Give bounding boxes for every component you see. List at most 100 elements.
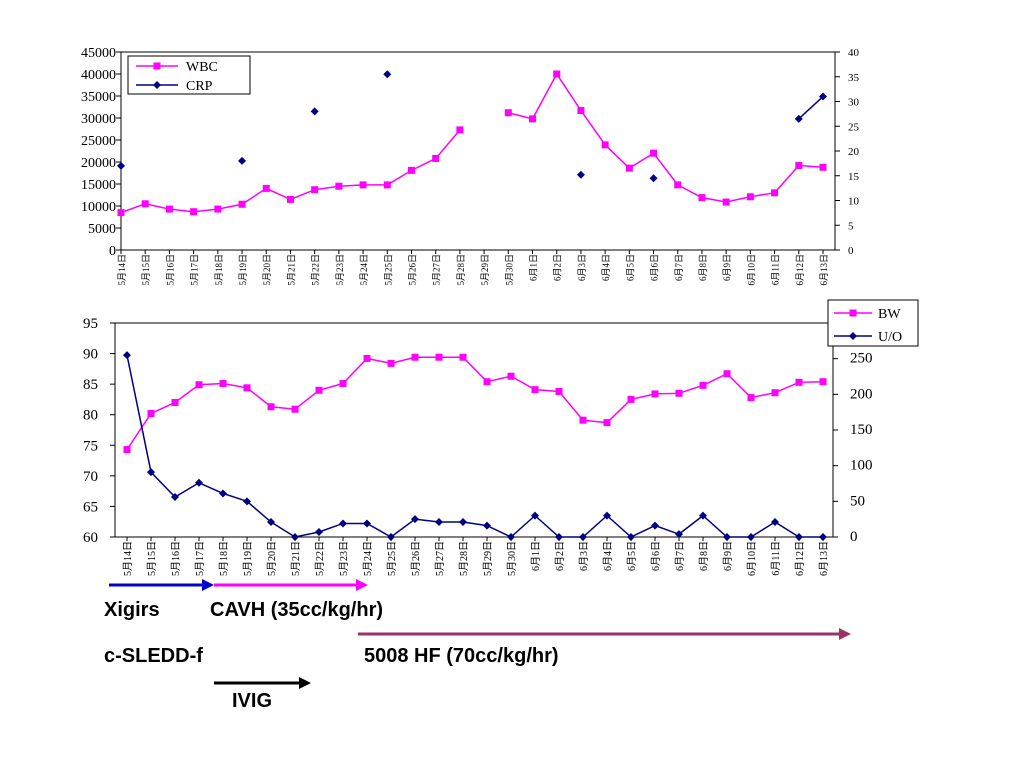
c2-uo-point [339,519,347,528]
c1-x-tick-label: 6月5日 [625,254,635,281]
c1-crp-point [238,156,247,165]
c2-bw-point [363,354,371,362]
c2-uo-point [171,493,179,502]
c1-left-tick-label: 10000 [81,200,116,215]
c2-uo-point [195,478,203,487]
c2-uo-point [603,511,611,520]
c2-uo-point [795,533,803,541]
c1-right-tick-label: 20 [848,146,860,158]
legend-wbc-label: WBC [186,60,218,75]
c2-uo-point [723,533,731,541]
c2-uo-point [627,533,635,541]
chart2-legend-box [827,299,919,347]
chart2-legend: BW U/O [827,299,919,347]
c2-bw-point [123,446,131,454]
c2-x-tick-label: 6月7日 [674,541,686,571]
c2-right-tick-label: 150 [850,422,873,438]
c1-crp-point [819,92,827,101]
c1-wbc-point [771,189,779,197]
c1-wbc-point [601,141,609,149]
chart1-series [117,70,827,217]
c2-x-tick-label: 6月2日 [554,541,566,571]
xigirs-label: Xigirs [104,599,160,621]
c2-x-tick-label: 5月25日 [386,541,398,576]
c2-bw-line [126,356,824,450]
c1-wbc-point [456,126,464,134]
legend-crp-label: CRP [186,79,213,94]
c1-wbc-point [722,198,730,206]
c2-left-tick-label: 60 [83,530,98,546]
c1-wbc-point [117,209,125,217]
c1-crp-point [383,70,392,79]
c1-crp-point [117,161,125,170]
chart2-series [123,351,827,541]
c2-bw-point [291,405,299,413]
c1-x-tick-label: 5月17日 [190,254,200,286]
c2-bw-point [795,378,803,386]
c1-right-tick-label: 30 [848,97,860,109]
chart2-x-tick-labels: 5月14日 5月15日 5月16日 5月17日 5月18日 5月19日 5月20日 5月21日… [122,537,830,576]
c1-left-tick-label: 0 [109,244,116,259]
c2-bw-point [651,390,659,398]
c2-bw-point [267,403,275,411]
chart1-x-tick-labels: 5月14日 5月15日 5月16日 5月17日 5月18日 5月19日 5月20日 5月21日… [117,250,829,286]
wbc-crp-chart: 0 5000 10000 15000 20000 25000 30000 35000 40000… [81,46,860,286]
c2-bw-point [459,353,467,361]
c1-wbc-point [795,162,803,170]
c1-x-tick-label: 6月3日 [577,254,587,281]
c2-bw-point [483,378,491,386]
ivig-arrowhead [299,677,311,689]
c2-right-tick-label: 50 [850,493,865,509]
c1-left-tick-label: 25000 [81,134,116,149]
c1-wbc-point [383,181,391,189]
c1-x-tick-label: 5月23日 [335,254,345,286]
c1-x-tick-label: 5月26日 [407,254,417,286]
c1-left-tick-label: 20000 [81,156,116,171]
c1-wbc-point [674,181,682,189]
c2-bw-point [243,384,251,392]
c2-bw-point [195,381,203,389]
c2-x-tick-label: 6月8日 [698,541,710,571]
legend-bw-marker [849,309,857,317]
c2-x-tick-label: 5月27日 [434,541,446,576]
c1-x-tick-label: 5月18日 [214,254,224,286]
c1-wbc-point [698,194,706,202]
c2-bw-point [603,419,611,427]
c2-bw-point [723,370,731,378]
c2-uo-point [315,528,323,537]
c2-bw-point [171,398,179,406]
chart1-axes: 0 5000 10000 15000 20000 25000 30000 35000 40000… [81,46,860,259]
c2-uo-point [507,533,515,541]
c1-wbc-line [508,72,824,203]
c2-uo-point [219,489,227,498]
c2-bw-point [411,353,419,361]
c1-x-tick-label: 5月30日 [504,254,514,286]
c1-wbc-point [335,182,343,190]
c2-right-tick-label: 100 [850,458,873,474]
c1-wbc-point [311,186,319,194]
c1-x-tick-label: 5月27日 [432,254,442,286]
c2-uo-point [555,533,563,541]
c2-x-tick-label: 6月11日 [770,541,782,576]
c1-x-tick-label: 5月22日 [311,254,321,286]
c1-x-tick-label: 5月21日 [286,254,296,286]
c2-bw-point [147,409,155,417]
c2-x-tick-label: 5月17日 [194,541,206,576]
c1-left-tick-label: 35000 [81,90,116,105]
c2-left-tick-label: 75 [83,438,98,454]
c2-right-tick-label: 250 [850,351,873,367]
hf-arrowhead [839,628,851,640]
c2-x-tick-label: 6月4日 [602,541,614,571]
c1-x-tick-label: 5月14日 [117,254,127,286]
xigirs-arrowhead [202,579,214,591]
c1-x-tick-label: 5月20日 [262,254,272,286]
c2-bw-point [387,359,395,367]
c2-x-tick-label: 5月30日 [506,541,518,576]
chart1-legend: WBC CRP [127,55,251,95]
c1-x-tick-label: 5月19日 [238,254,248,286]
c2-uo-point [699,511,707,520]
c2-uo-point [771,518,779,527]
c2-uo-point [747,533,755,541]
c2-uo-point [147,468,155,477]
c1-left-tick-label: 5000 [88,222,116,237]
